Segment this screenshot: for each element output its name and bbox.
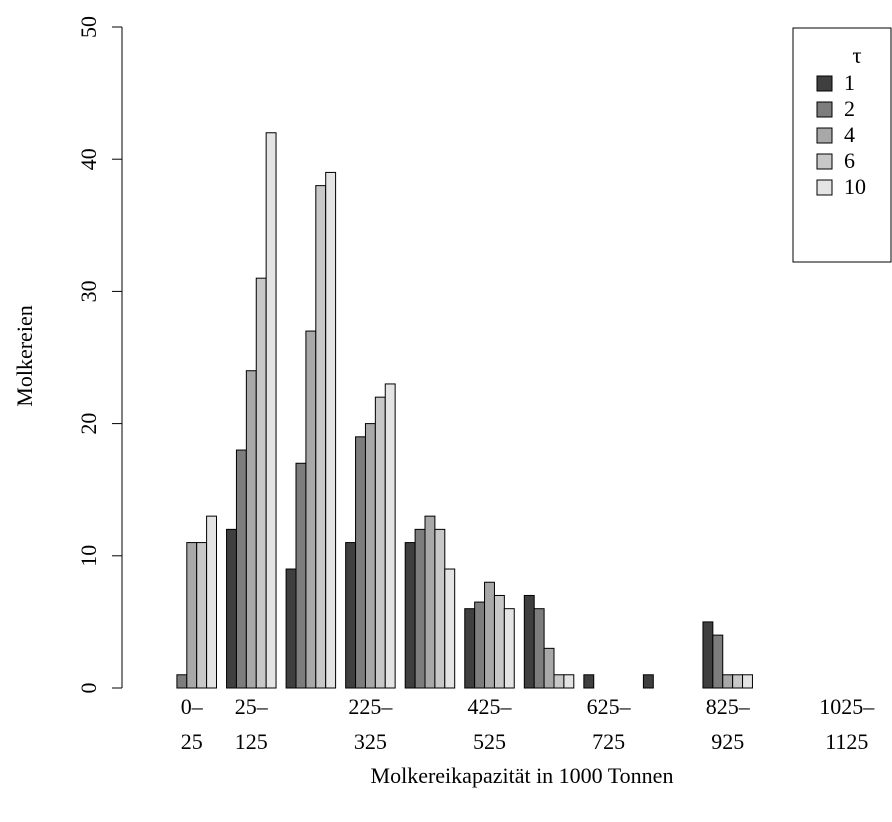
legend-label: 4 [844,122,855,147]
y-axis-label: Molkereien [12,305,37,406]
y-tick-label: 30 [76,280,101,302]
bar-series-6-group-6 [493,594,505,689]
x-tick-label: 0– [181,694,204,719]
x-tick-label: 925 [711,729,744,754]
y-tick-label: 40 [76,148,101,170]
bar-series-1-group-7 [523,594,535,689]
bar-series-4-group-6 [484,581,495,689]
bar-series-10-group-3 [325,171,337,689]
y-tick-label: 0 [76,683,101,694]
x-tick-label: 125 [235,729,268,754]
legend-label: 10 [844,174,866,199]
bar-series-10-group-7 [563,674,575,689]
legend-label: 1 [844,70,855,95]
y-tick-label: 50 [76,16,101,38]
bar-series-1-group-5 [404,542,416,689]
y-axis: 0 10 20 30 40 50 [76,16,123,694]
legend-box [792,27,892,263]
bar-series-10-group-4 [384,383,396,689]
bar-series-4-group-2 [245,370,257,689]
x-tick-label: 425– [468,694,513,719]
x-tick-label: 325 [354,729,387,754]
bar-series-1-group-6 [464,608,476,689]
bar-series-1-group-3 [285,568,297,689]
bar-series-4-group-10 [722,674,734,689]
x-axis: 0– 25 25– 125 225– 325 425– 525 625– 725 825– 925 10… [181,694,875,754]
bar-series-2-group-5 [414,528,426,689]
x-tick-label: 25 [181,729,203,754]
y-tick-label: 10 [76,545,101,567]
bar-series-1-group-2 [226,528,237,689]
legend-swatch [816,101,833,118]
bar-series-6-group-7 [553,674,565,689]
x-tick-label: 825– [706,694,751,719]
bar-series-1-group-4 [345,542,357,689]
bar-series-2-group-1 [176,674,188,689]
bar-series-2-group-7 [533,608,545,689]
bar-series-1-group-10 [702,621,714,689]
legend-swatch [816,179,833,196]
bar-series-6-group-4 [374,396,386,689]
x-tick-label: 625– [587,694,632,719]
bar-series-2-group-4 [355,436,366,689]
legend-title: τ [852,43,861,68]
x-tick-label: 225– [348,694,393,719]
plot-area [176,132,753,689]
x-tick-label: 725 [592,729,625,754]
bar-series-1-group-8 [583,674,595,689]
bar-series-10-group-2 [265,132,277,689]
bar-series-10-group-10 [742,674,753,689]
legend-swatch [816,127,833,144]
bar-series-10-group-1 [206,515,218,689]
bar-series-4-group-3 [305,330,317,689]
x-tick-label: 1125 [825,729,868,754]
bar-series-10-group-6 [503,608,515,689]
x-tick-label: 25– [235,694,269,719]
x-tick-label: 1025– [819,694,875,719]
bar-series-6-group-3 [315,185,327,689]
legend-label: 6 [844,148,855,173]
legend-swatch [816,153,833,170]
bar-series-2-group-10 [712,634,724,689]
bar-series-6-group-5 [434,528,446,689]
bar-series-4-group-1 [186,542,198,689]
y-tick-label: 20 [76,413,101,435]
x-tick-label: 525 [473,729,506,754]
bar-series-10-group-5 [444,568,456,689]
bar-series-4-group-7 [543,647,555,689]
bar-series-2-group-6 [474,601,486,689]
bar-series-1-group-9 [642,674,654,689]
bar-series-6-group-2 [255,277,267,689]
bar-series-4-group-5 [424,515,436,689]
bar-series-4-group-4 [364,423,376,689]
bar-series-2-group-3 [295,462,307,689]
x-axis-label: Molkereikapazität in 1000 Tonnen [371,763,674,788]
legend-label: 2 [844,96,855,121]
legend-swatch [816,75,833,92]
bar-series-6-group-1 [196,542,208,689]
bar-series-6-group-10 [732,674,744,689]
bar-series-2-group-2 [235,449,247,689]
